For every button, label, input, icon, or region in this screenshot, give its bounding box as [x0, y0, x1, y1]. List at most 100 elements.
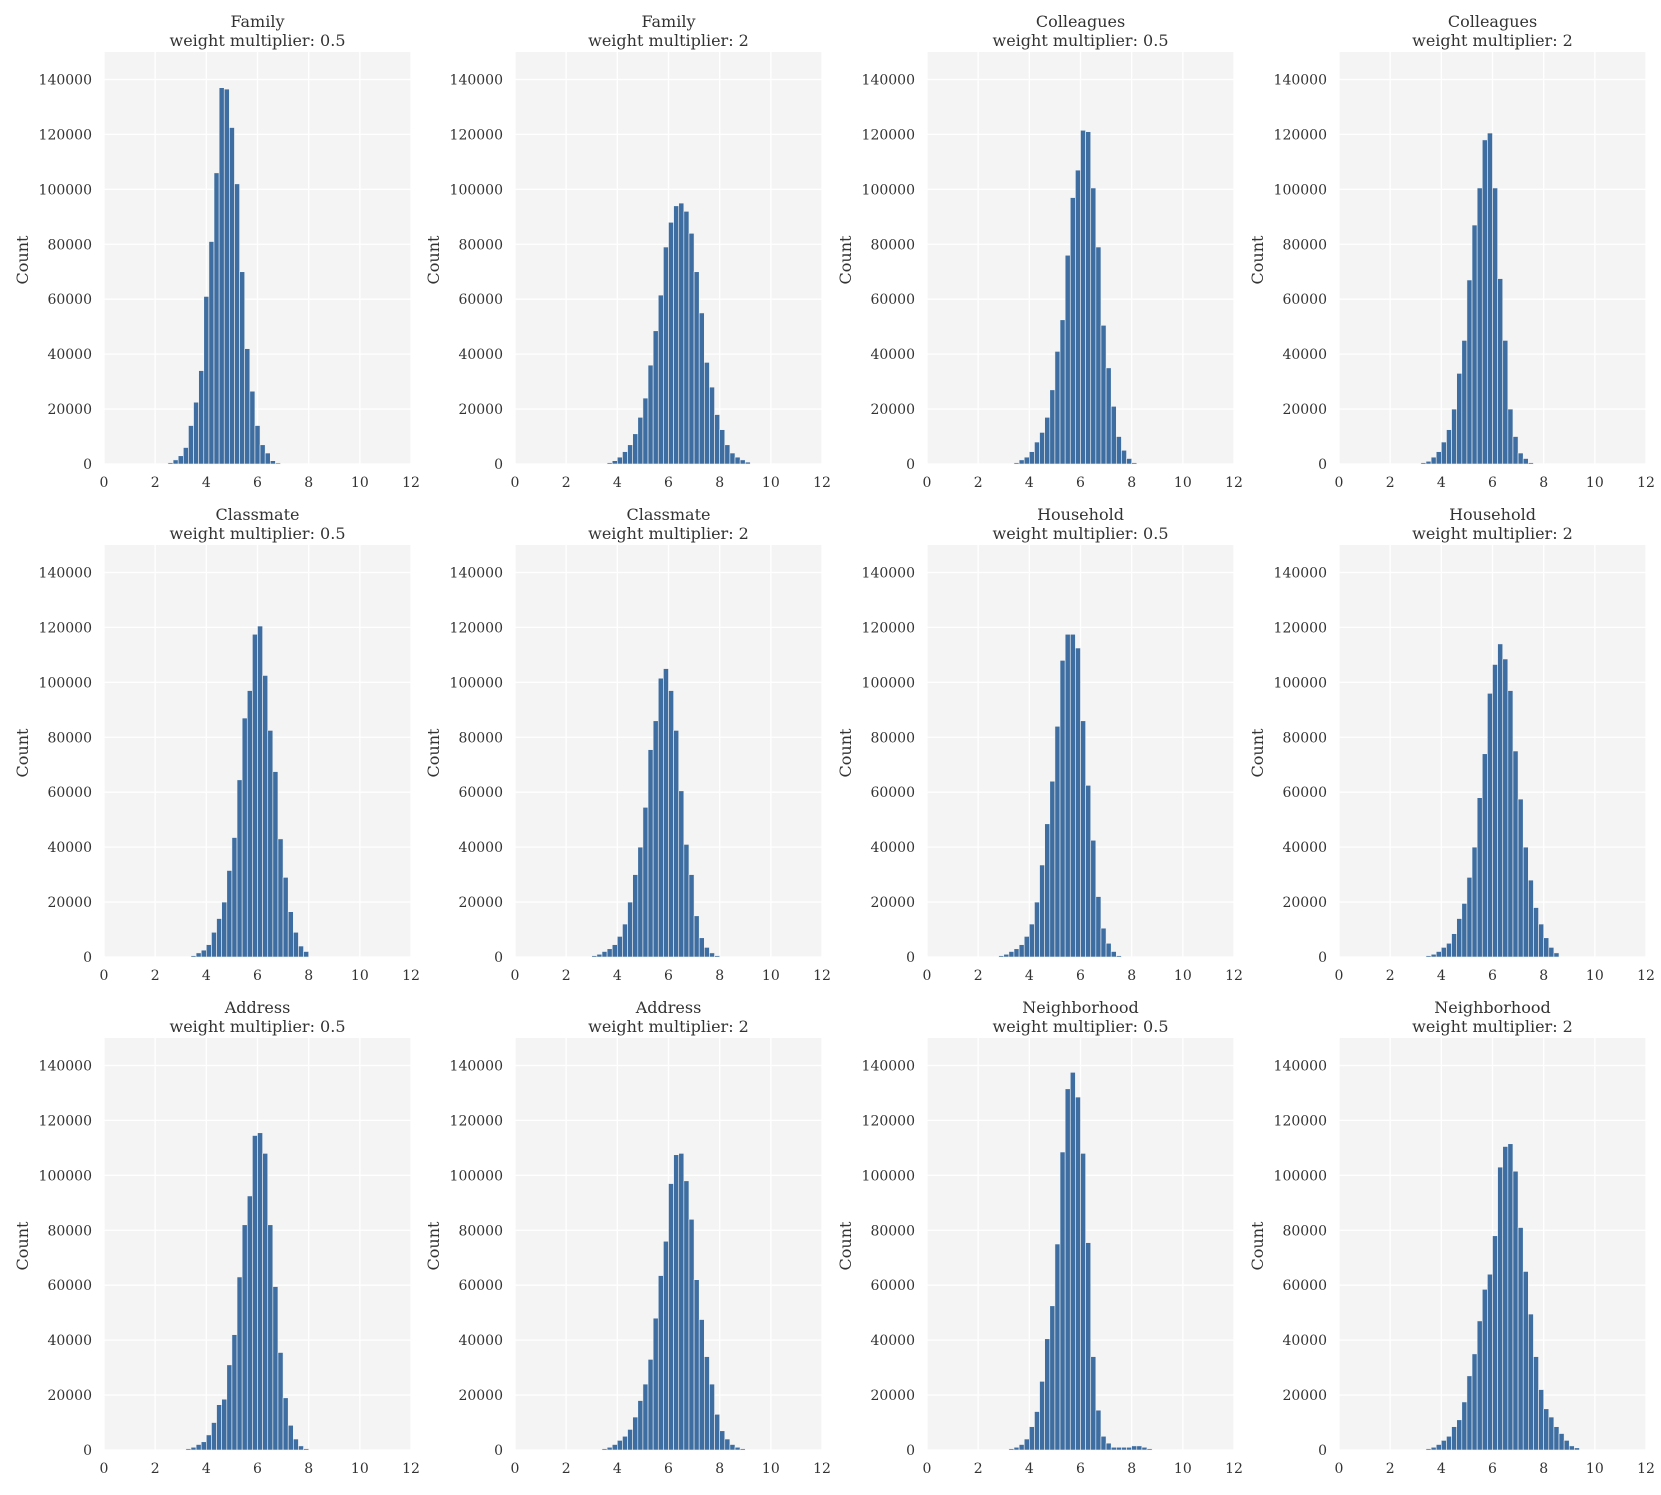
- histogram-bar: [1034, 901, 1040, 958]
- histogram-bar: [1131, 462, 1138, 465]
- y-tick-label: 60000: [458, 292, 503, 308]
- y-axis-label: Count: [424, 1221, 443, 1270]
- y-tick-label: 140000: [862, 1058, 915, 1074]
- histogram-bar: [704, 362, 710, 465]
- histogram-bar: [1430, 1446, 1437, 1451]
- histogram-bar: [668, 221, 674, 465]
- histogram-bar: [1075, 647, 1081, 958]
- x-tick-label: 0: [1335, 1461, 1344, 1477]
- x-tick-label: 8: [715, 968, 724, 984]
- histogram-bar: [1492, 187, 1498, 465]
- panel-subtitle: weight multiplier: 2: [588, 1017, 749, 1036]
- y-tick-label: 40000: [1282, 1333, 1327, 1349]
- y-tick-label: 40000: [458, 840, 503, 856]
- histogram-bar: [1121, 1446, 1127, 1451]
- panel-subtitle: weight multiplier: 2: [588, 524, 749, 543]
- histogram-bar: [226, 870, 233, 958]
- y-tick-label: 20000: [458, 895, 503, 911]
- histogram-bar: [1080, 129, 1086, 465]
- histogram-bar: [1451, 933, 1457, 958]
- histogram-bar: [229, 127, 235, 465]
- histogram-bar: [1497, 278, 1504, 465]
- y-tick-label: 80000: [47, 237, 92, 253]
- histogram-bar: [1476, 1320, 1483, 1451]
- histogram-bar: [206, 944, 212, 958]
- histogram-bar: [1435, 951, 1442, 958]
- histogram-bar: [1446, 942, 1452, 958]
- histogram-bar: [231, 1334, 238, 1451]
- y-tick-label: 100000: [450, 1168, 503, 1184]
- histogram-bar: [221, 901, 228, 958]
- y-tick-label: 20000: [870, 1388, 915, 1404]
- x-tick-label: 4: [202, 475, 211, 491]
- histogram-bar: [1110, 951, 1117, 958]
- y-tick-label: 0: [1318, 950, 1327, 966]
- histogram-bar: [652, 1317, 659, 1451]
- y-tick-label: 120000: [1274, 127, 1327, 143]
- histogram-bar: [188, 425, 194, 465]
- x-tick-label: 2: [562, 475, 571, 491]
- histogram-bar: [606, 1446, 613, 1451]
- panel-subtitle: weight multiplier: 2: [1412, 524, 1573, 543]
- histogram-bar: [1100, 927, 1107, 958]
- x-tick-label: 0: [923, 968, 932, 984]
- histogram-bar: [282, 877, 289, 958]
- histogram-bar: [611, 944, 618, 958]
- histogram-bar: [617, 1440, 623, 1451]
- histogram-bar: [678, 202, 685, 465]
- histogram-bar: [239, 271, 246, 465]
- x-tick-label: 12: [813, 1461, 831, 1477]
- y-tick-label: 120000: [39, 127, 92, 143]
- x-tick-label: 4: [1025, 475, 1034, 491]
- histogram-bar: [298, 1445, 304, 1451]
- histogram-bar: [1059, 660, 1066, 958]
- y-tick-label: 80000: [1282, 237, 1327, 253]
- histogram-bar: [1013, 948, 1020, 958]
- y-tick-label: 60000: [1282, 785, 1327, 801]
- histogram-bar: [673, 205, 680, 465]
- histogram-bar: [1451, 408, 1457, 465]
- x-tick-label: 12: [402, 1461, 420, 1477]
- histogram-bar: [1441, 947, 1447, 958]
- histogram-bar: [596, 953, 603, 958]
- histogram-bar: [236, 1276, 243, 1451]
- histogram-bar: [1126, 458, 1132, 465]
- histogram-bar: [1075, 169, 1081, 465]
- histogram-bar: [1435, 1444, 1442, 1451]
- x-tick-label: 10: [1174, 475, 1192, 491]
- x-tick-label: 6: [1488, 475, 1497, 491]
- histogram-bar: [688, 232, 695, 465]
- y-tick-label: 20000: [47, 895, 92, 911]
- x-tick-label: 12: [402, 968, 420, 984]
- y-tick-label: 20000: [870, 895, 915, 911]
- y-tick-label: 100000: [450, 182, 503, 198]
- histogram-bar: [246, 1195, 253, 1451]
- x-tick-label: 12: [813, 968, 831, 984]
- y-tick-label: 0: [494, 1443, 503, 1459]
- y-tick-label: 120000: [1274, 1113, 1327, 1129]
- histogram-panel: 0 2 4 6 8 10 12 0 20000 40000 60000 80000 100000 1200…: [13, 12, 420, 491]
- x-tick-label: 2: [151, 968, 160, 984]
- panel-title: Address: [224, 998, 291, 1017]
- y-tick-label: 60000: [870, 1278, 915, 1294]
- histogram-bar: [632, 1416, 639, 1451]
- histogram-bar: [1136, 1445, 1143, 1451]
- y-tick-label: 100000: [450, 675, 503, 691]
- x-tick-label: 10: [351, 1461, 369, 1477]
- histogram-bar: [1080, 720, 1086, 958]
- histogram-bar: [642, 807, 649, 958]
- histogram-bar: [257, 1132, 263, 1451]
- y-tick-label: 0: [83, 1443, 92, 1459]
- y-tick-label: 100000: [1274, 1168, 1327, 1184]
- histogram-bar: [663, 246, 669, 465]
- histogram-bar: [287, 1424, 294, 1451]
- histogram-bar: [1095, 1409, 1102, 1451]
- histogram-bar: [1487, 1273, 1493, 1451]
- x-tick-label: 8: [1127, 968, 1136, 984]
- histogram-bar: [1512, 1170, 1519, 1451]
- histogram-bar: [1476, 187, 1483, 465]
- histogram-bar: [1492, 664, 1498, 958]
- x-tick-label: 12: [402, 475, 420, 491]
- histogram-bar: [622, 923, 628, 958]
